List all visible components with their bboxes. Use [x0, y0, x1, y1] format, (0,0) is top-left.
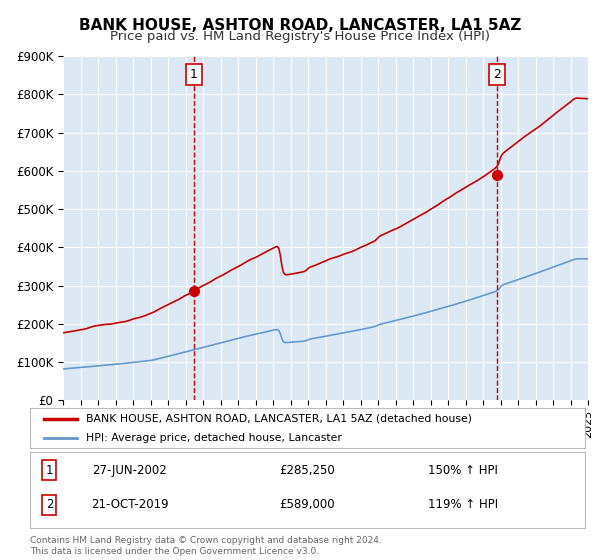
Text: 1: 1 [46, 464, 53, 477]
Text: Contains HM Land Registry data © Crown copyright and database right 2024.: Contains HM Land Registry data © Crown c… [30, 536, 382, 545]
Text: 119% ↑ HPI: 119% ↑ HPI [428, 498, 498, 511]
Text: 2: 2 [493, 68, 501, 81]
Text: 150% ↑ HPI: 150% ↑ HPI [428, 464, 498, 477]
Text: 21-OCT-2019: 21-OCT-2019 [91, 498, 169, 511]
Text: HPI: Average price, detached house, Lancaster: HPI: Average price, detached house, Lanc… [86, 433, 341, 443]
Text: BANK HOUSE, ASHTON ROAD, LANCASTER, LA1 5AZ: BANK HOUSE, ASHTON ROAD, LANCASTER, LA1 … [79, 18, 521, 33]
Text: 27-JUN-2002: 27-JUN-2002 [92, 464, 167, 477]
Text: 2: 2 [46, 498, 53, 511]
Text: £589,000: £589,000 [280, 498, 335, 511]
Text: BANK HOUSE, ASHTON ROAD, LANCASTER, LA1 5AZ (detached house): BANK HOUSE, ASHTON ROAD, LANCASTER, LA1 … [86, 414, 472, 424]
Text: £285,250: £285,250 [280, 464, 335, 477]
Text: 1: 1 [190, 68, 198, 81]
Text: Price paid vs. HM Land Registry's House Price Index (HPI): Price paid vs. HM Land Registry's House … [110, 30, 490, 43]
Text: This data is licensed under the Open Government Licence v3.0.: This data is licensed under the Open Gov… [30, 547, 319, 556]
